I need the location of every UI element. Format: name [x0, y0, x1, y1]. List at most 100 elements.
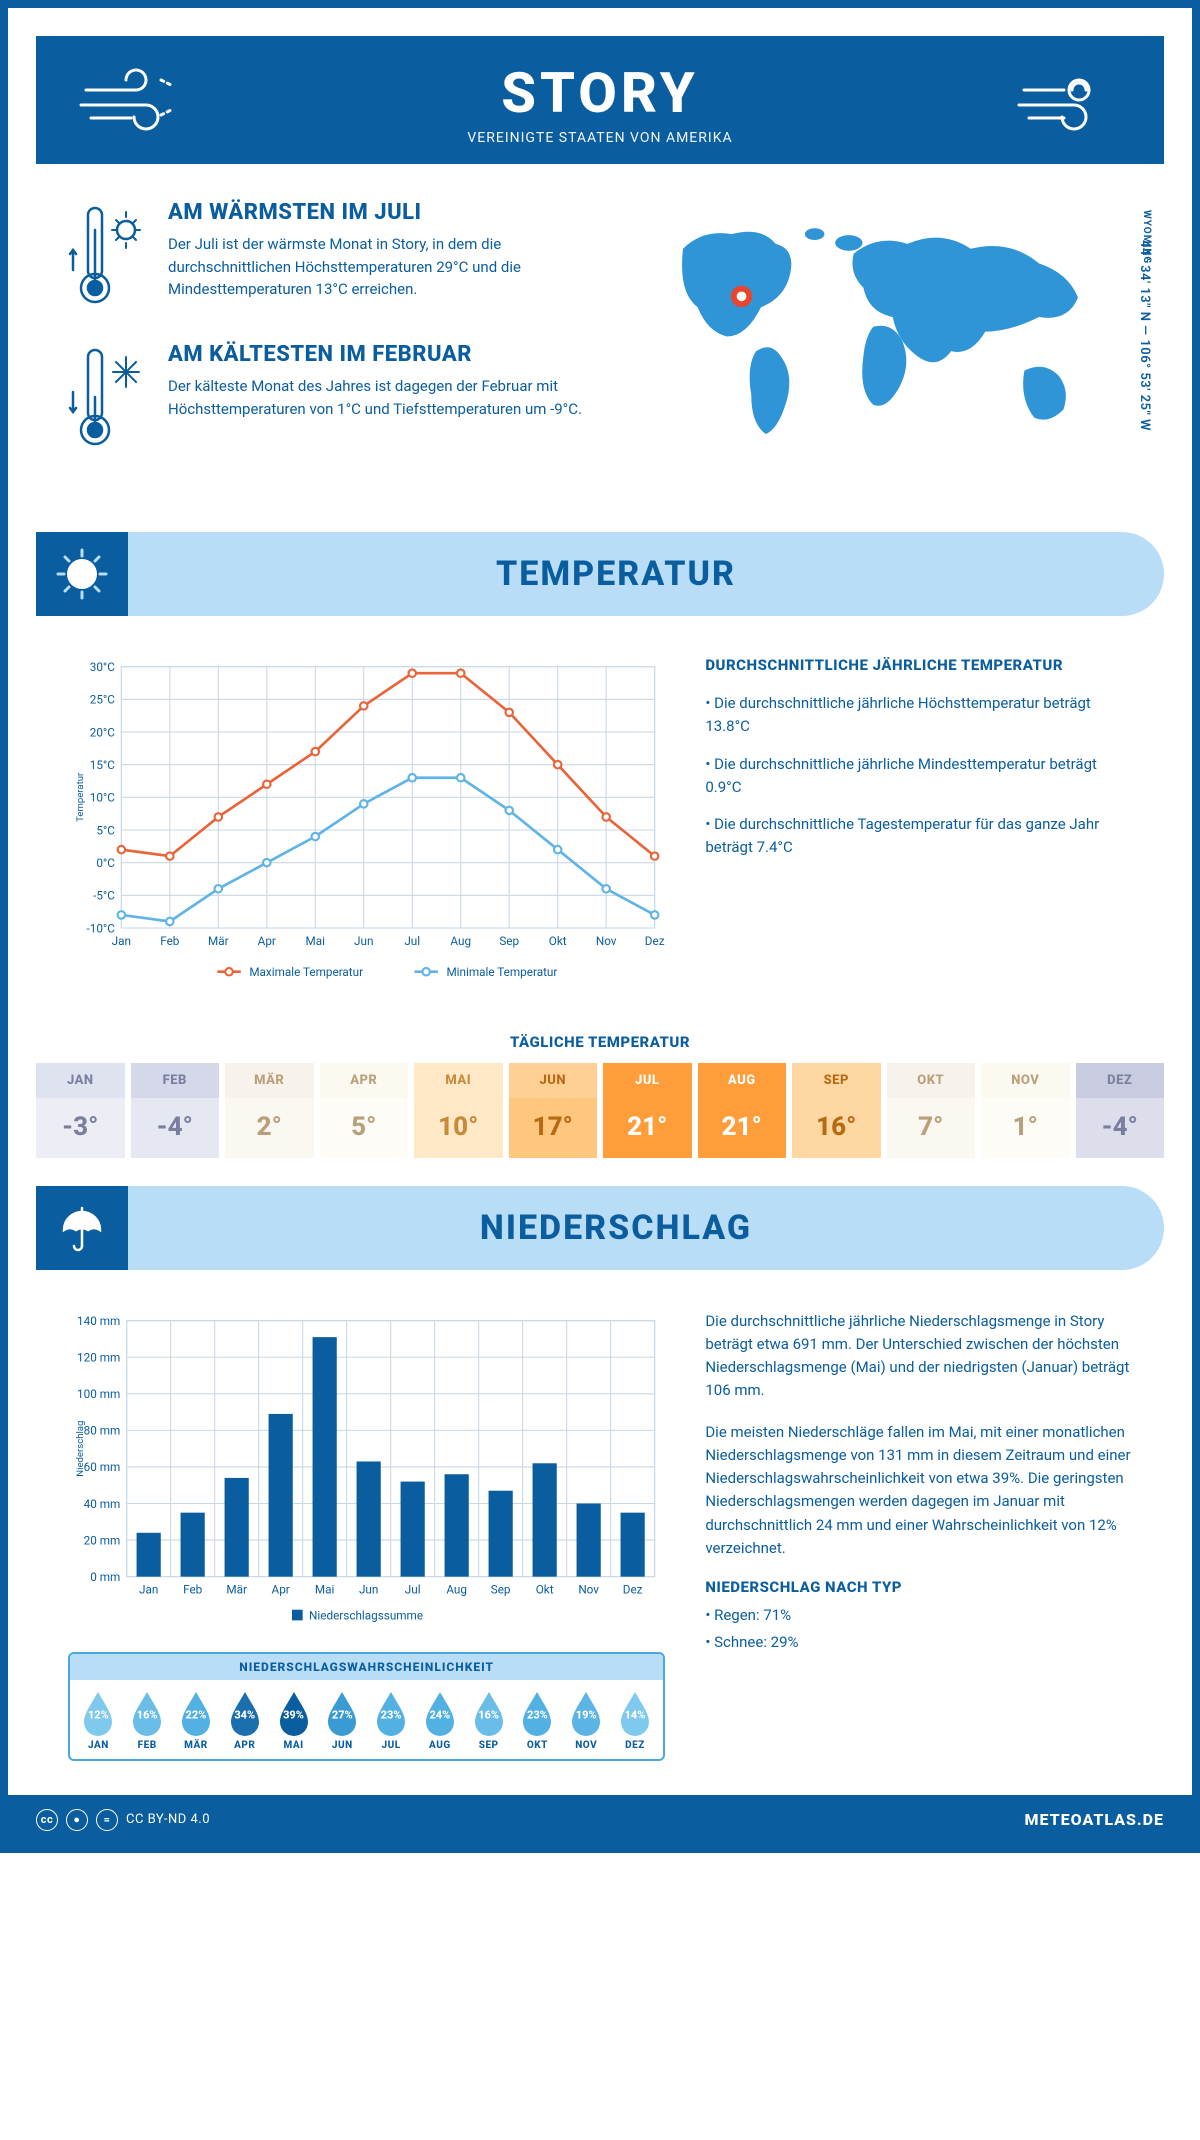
daily-cell: MÄR2°: [225, 1063, 320, 1158]
cc-icon: cc: [36, 1809, 58, 1831]
svg-text:Mär: Mär: [208, 934, 229, 948]
svg-text:Mai: Mai: [315, 1582, 335, 1596]
precipitation-info: Die durchschnittliche jährliche Niedersc…: [705, 1310, 1132, 1761]
svg-text:Jun: Jun: [354, 934, 373, 948]
thermometer-hot-icon: [68, 200, 148, 310]
precipitation-banner: NIEDERSCHLAG: [36, 1186, 1164, 1270]
warmest-fact: AM WÄRMSTEN IM JULI Der Juli ist der wär…: [68, 200, 604, 314]
page-title: STORY: [36, 60, 1164, 126]
wind-icon: [1004, 60, 1124, 140]
svg-text:Okt: Okt: [536, 1582, 554, 1596]
svg-text:Feb: Feb: [160, 934, 180, 948]
probability-cell: 22%MÄR: [172, 1690, 221, 1751]
temp-bullet: • Die durchschnittliche Tagestemperatur …: [705, 813, 1132, 860]
svg-text:5°C: 5°C: [96, 823, 115, 837]
temperature-banner: TEMPERATUR: [36, 532, 1164, 616]
svg-text:Jul: Jul: [405, 1582, 421, 1596]
daily-cell: NOV1°: [981, 1063, 1076, 1158]
svg-text:Apr: Apr: [272, 1582, 290, 1596]
temp-bullet: • Die durchschnittliche jährliche Mindes…: [705, 753, 1132, 800]
precipitation-bar-chart: 0 mm 20 mm 40 mm 60 mm 80 mm 100 mm 120 mm 140 …: [68, 1310, 665, 1634]
svg-text:Apr: Apr: [258, 934, 276, 948]
svg-text:Niederschlag: Niederschlag: [75, 1420, 86, 1476]
svg-text:0°C: 0°C: [96, 856, 115, 870]
daily-cell: APR5°: [320, 1063, 415, 1158]
daily-cell: JUL21°: [603, 1063, 698, 1158]
svg-text:30°C: 30°C: [90, 660, 116, 674]
svg-text:Jan: Jan: [139, 1582, 158, 1596]
coldest-fact: AM KÄLTESTEN IM FEBRUAR Der kälteste Mon…: [68, 342, 604, 456]
svg-text:Niederschlagssumme: Niederschlagssumme: [309, 1608, 423, 1622]
svg-text:Dez: Dez: [623, 1582, 643, 1596]
svg-text:Aug: Aug: [446, 1582, 467, 1596]
umbrella-icon: [54, 1200, 110, 1256]
thermometer-cold-icon: [68, 342, 148, 452]
svg-text:Temperatur: Temperatur: [75, 772, 86, 822]
by-icon: ●: [66, 1809, 88, 1831]
coldest-title: AM KÄLTESTEN IM FEBRUAR: [168, 342, 604, 367]
svg-text:Mai: Mai: [306, 934, 326, 948]
svg-text:120 mm: 120 mm: [77, 1350, 120, 1364]
coordinates: 44° 34' 13'' N — 106° 53' 25'' W: [1137, 240, 1152, 431]
precip-type-bullet: • Regen: 71%: [705, 1604, 1132, 1627]
daily-cell: FEB-4°: [131, 1063, 226, 1158]
probability-cell: 24%AUG: [415, 1690, 464, 1751]
daily-cell: JAN-3°: [36, 1063, 131, 1158]
svg-text:25°C: 25°C: [90, 693, 116, 707]
precip-p1: Die durchschnittliche jährliche Niedersc…: [705, 1310, 1132, 1403]
svg-text:140 mm: 140 mm: [77, 1314, 120, 1328]
svg-text:80 mm: 80 mm: [84, 1423, 121, 1437]
probability-box: NIEDERSCHLAGSWAHRSCHEINLICHKEIT 12%JAN16…: [68, 1652, 665, 1761]
svg-text:Aug: Aug: [450, 934, 471, 948]
svg-text:Jun: Jun: [359, 1582, 378, 1596]
daily-cell: AUG21°: [698, 1063, 793, 1158]
svg-text:10°C: 10°C: [90, 791, 116, 805]
intro-section: AM WÄRMSTEN IM JULI Der Juli ist der wär…: [8, 164, 1192, 504]
page-subtitle: VEREINIGTE STAATEN VON AMERIKA: [36, 130, 1164, 146]
site-name: METEOATLAS.DE: [1024, 1810, 1164, 1829]
svg-text:100 mm: 100 mm: [77, 1387, 120, 1401]
probability-cell: 39%MAI: [269, 1690, 318, 1751]
svg-text:Sep: Sep: [499, 934, 519, 948]
header-banner: STORY VEREINIGTE STAATEN VON AMERIKA: [36, 36, 1164, 164]
license-text: CC BY-ND 4.0: [126, 1812, 210, 1827]
warmest-title: AM WÄRMSTEN IM JULI: [168, 200, 604, 225]
svg-text:20 mm: 20 mm: [84, 1533, 121, 1547]
nd-icon: =: [96, 1809, 118, 1831]
precip-p2: Die meisten Niederschläge fallen im Mai,…: [705, 1421, 1132, 1561]
infographic-frame: STORY VEREINIGTE STAATEN VON AMERIKA AM …: [0, 0, 1200, 1853]
daily-cell: DEZ-4°: [1076, 1063, 1165, 1158]
probability-cell: 23%JUL: [367, 1690, 416, 1751]
svg-text:-5°C: -5°C: [93, 889, 115, 903]
warmest-text: Der Juli ist der wärmste Monat in Story,…: [168, 233, 604, 301]
temperature-info: DURCHSCHNITTLICHE JÄHRLICHE TEMPERATUR •…: [705, 656, 1132, 991]
svg-text:0 mm: 0 mm: [90, 1570, 120, 1584]
svg-text:Nov: Nov: [596, 934, 617, 948]
temp-bullet: • Die durchschnittliche jährliche Höchst…: [705, 692, 1132, 739]
daily-cell: JUN17°: [509, 1063, 604, 1158]
probability-cell: 16%SEP: [464, 1690, 513, 1751]
probability-cell: 16%FEB: [123, 1690, 172, 1751]
svg-text:Mär: Mär: [226, 1582, 247, 1596]
svg-text:60 mm: 60 mm: [84, 1460, 121, 1474]
precip-type-bullet: • Schnee: 29%: [705, 1631, 1132, 1654]
footer: cc ● = CC BY-ND 4.0 METEOATLAS.DE: [8, 1795, 1192, 1845]
coldest-text: Der kälteste Monat des Jahres ist dagege…: [168, 375, 604, 420]
daily-cell: SEP16°: [792, 1063, 887, 1158]
svg-text:15°C: 15°C: [90, 758, 116, 772]
probability-cell: 19%NOV: [562, 1690, 611, 1751]
svg-text:20°C: 20°C: [90, 725, 116, 739]
precip-type-heading: NIEDERSCHLAG NACH TYP: [705, 1578, 1132, 1596]
svg-text:Jul: Jul: [404, 934, 420, 948]
temp-info-heading: DURCHSCHNITTLICHE JÄHRLICHE TEMPERATUR: [705, 656, 1132, 674]
world-map: [644, 200, 1132, 454]
probability-cell: 12%JAN: [74, 1690, 123, 1751]
svg-text:Sep: Sep: [491, 1582, 511, 1596]
svg-text:Feb: Feb: [183, 1582, 203, 1596]
svg-text:Nov: Nov: [578, 1582, 599, 1596]
svg-text:Minimale Temperatur: Minimale Temperatur: [446, 965, 557, 979]
temperature-line-chart: -10°C-5°C0°C5°C10°C15°C20°C25°C30°CJanFe…: [68, 656, 665, 991]
svg-text:40 mm: 40 mm: [84, 1496, 121, 1510]
sun-icon: [54, 546, 110, 602]
daily-temp-title: TÄGLICHE TEMPERATUR: [8, 1033, 1192, 1051]
